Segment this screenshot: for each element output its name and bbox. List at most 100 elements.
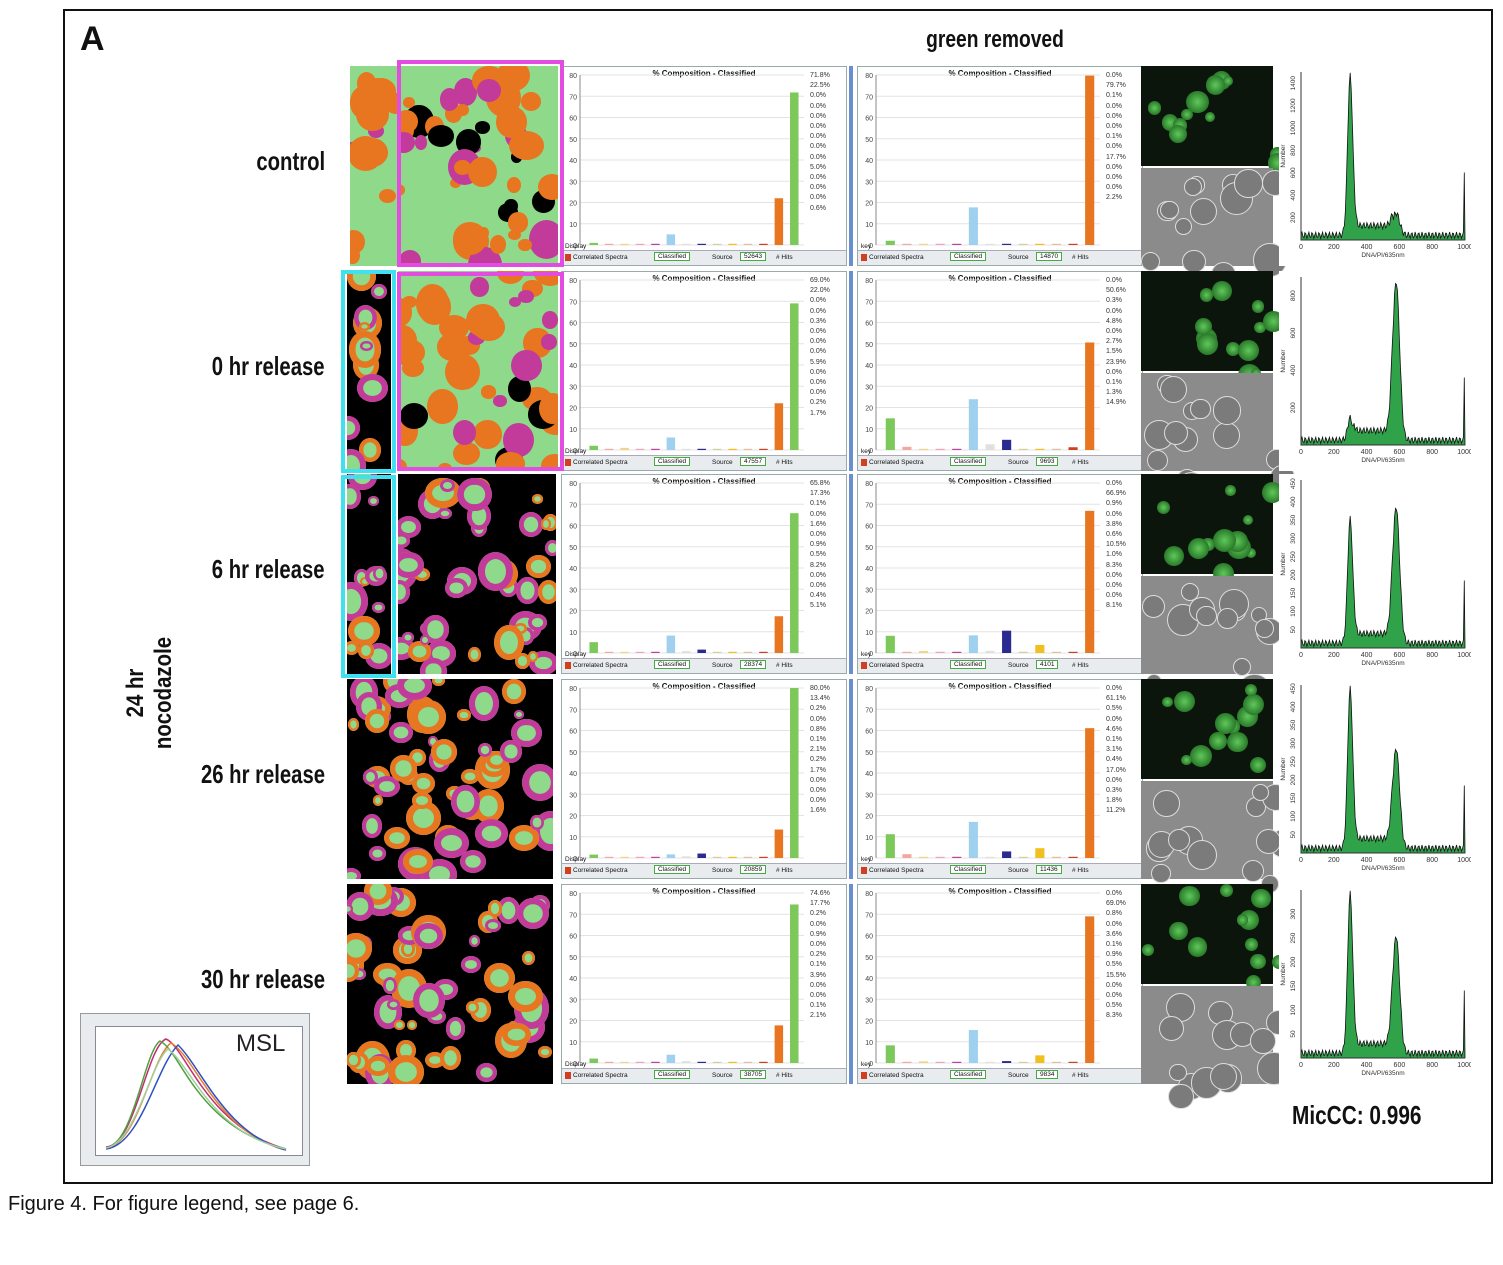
cell-blob [398, 580, 411, 604]
nucleus [1180, 754, 1192, 766]
bar [918, 856, 929, 858]
cell-blob [427, 124, 455, 147]
y-tick-label: 60 [569, 934, 577, 941]
bar [1002, 630, 1012, 653]
bar [666, 437, 676, 450]
percent-value: 0.0% [810, 920, 826, 928]
classified-select[interactable]: Classified [950, 1070, 987, 1079]
histogram-plot: 0 200 400 600 800 1000 DNA/PI/635nm Number 50 100… [1280, 683, 1473, 872]
cell-blob [496, 897, 521, 925]
cell-blob [454, 159, 471, 176]
cell-blob [515, 653, 530, 669]
classified-select[interactable]: Classified [950, 252, 987, 261]
bar [666, 854, 676, 858]
composition-chart-raw: % Composition - Classified 0 10 20 30 40 50 60 7… [561, 884, 847, 1084]
bar [1085, 342, 1095, 450]
y-tick-label: 1000 [1290, 120, 1297, 135]
cell-blob [399, 403, 428, 429]
classified-select[interactable]: Classified [950, 457, 987, 466]
classified-select[interactable]: Classified [950, 865, 987, 874]
percent-value: 8.3% [1106, 1012, 1122, 1020]
cell-blob [459, 850, 487, 874]
bar [712, 448, 722, 450]
nucleus [1220, 884, 1233, 897]
cell-blob [502, 679, 527, 705]
classified-select[interactable]: Classified [654, 660, 691, 669]
bar [712, 243, 722, 245]
x-tick-label: 600 [1394, 1062, 1406, 1069]
classified-select[interactable]: Classified [654, 457, 691, 466]
bar [774, 616, 784, 653]
y-tick-label: 0 [869, 651, 873, 658]
bar [1035, 243, 1045, 245]
display-label: Display [565, 243, 587, 250]
x-tick-label: 800 [1426, 652, 1438, 659]
percent-value: 0.3% [1106, 297, 1122, 305]
cell-blob [493, 395, 507, 407]
percent-value: 1.0% [1106, 551, 1122, 559]
y-tick-label: 80 [569, 891, 577, 898]
x-tick-label: 600 [1394, 244, 1406, 251]
bar [697, 1061, 706, 1063]
cell-blob [398, 132, 416, 153]
correlated-spectra-label: Correlated Spectra [869, 1072, 924, 1079]
nucleus [1211, 280, 1232, 301]
row-label: 0 hr release [212, 351, 325, 381]
y-tick-label: 200 [1290, 774, 1297, 785]
bar [1018, 651, 1028, 653]
percent-value: 69.0% [810, 277, 830, 284]
percent-value: 22.5% [810, 82, 830, 90]
cell-blob [527, 613, 547, 632]
percent-value: 0.0% [810, 531, 826, 539]
cell-blob [509, 296, 522, 308]
y-tick-label: 20 [865, 1019, 873, 1026]
cell-blob [386, 999, 401, 1011]
classified-select[interactable]: Classified [654, 252, 691, 261]
cell-blob [445, 353, 480, 391]
y-tick-label: 250 [1290, 551, 1297, 562]
y-tick-label: 30 [865, 179, 873, 186]
side-label-treatment: 24 hr nocodazole [122, 636, 177, 750]
percent-value: 0.0% [810, 123, 826, 131]
histogram-axes [1300, 890, 1465, 1059]
y-tick-label: 70 [865, 502, 873, 509]
source-label: Source [712, 459, 733, 466]
x-tick-label: 400 [1361, 1062, 1373, 1069]
y-tick-label: 30 [865, 384, 873, 391]
nucleus [1205, 111, 1216, 122]
cell-blob [411, 791, 432, 809]
y-tick-label: 0 [869, 856, 873, 863]
percent-value: 0.0% [1106, 571, 1122, 579]
bar [728, 243, 737, 245]
y-tick-label: 80 [865, 278, 873, 285]
chart-footer: Correlated Spectra Classified Source 9693 # … [858, 448, 1142, 470]
bar [651, 448, 660, 450]
bar [985, 444, 995, 450]
chart-separator [849, 474, 853, 674]
x-tick-label: 800 [1426, 449, 1438, 456]
cell-blob [445, 578, 468, 598]
cell-blob [389, 721, 413, 743]
y-tick-label: 40 [569, 976, 577, 983]
percent-value: 17.0% [1106, 766, 1126, 774]
bar [682, 448, 691, 450]
classified-select[interactable]: Classified [654, 865, 691, 874]
key-label: key [861, 1061, 872, 1068]
classified-select[interactable]: Classified [654, 1070, 691, 1079]
bar [985, 243, 995, 245]
bar [635, 1061, 645, 1063]
bar [604, 651, 614, 653]
percent-value: 0.1% [1106, 92, 1122, 100]
bar [697, 853, 706, 858]
spectra-swatch [565, 459, 571, 466]
cell-blob [477, 743, 492, 758]
percent-value: 0.0% [1106, 582, 1122, 590]
percent-value: 0.0% [810, 389, 826, 397]
percent-value: 0.0% [1106, 102, 1122, 110]
cell-blob [528, 220, 558, 260]
cell-blob [347, 271, 376, 292]
cell-outline [1234, 169, 1263, 198]
classified-select[interactable]: Classified [950, 660, 987, 669]
composition-chart-green-removed: % Composition - Classified 0 10 20 30 40 50 60 7… [857, 474, 1143, 674]
fluorescence-micrograph [1141, 474, 1284, 584]
